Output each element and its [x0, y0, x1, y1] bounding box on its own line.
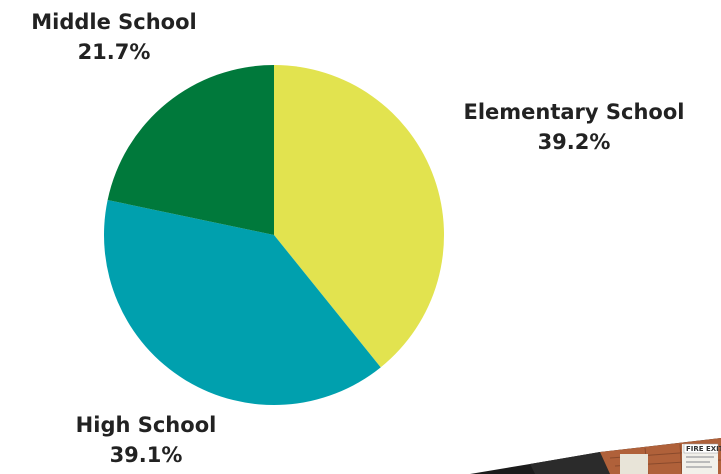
pie-slice-elementary-school [274, 65, 445, 368]
slice-label-percent: 39.1% [109, 443, 183, 467]
slice-label-name: Elementary School [463, 100, 685, 124]
classroom-photo: FIRE EXIT [470, 438, 721, 474]
slice-label-name: High School [75, 413, 217, 437]
slice-label-percent: 21.7% [77, 40, 151, 64]
fire-exit-sign: FIRE EXIT [686, 445, 721, 453]
slice-label-high-school: High School 39.1% [40, 410, 252, 470]
slice-label-elementary-school: Elementary School 39.2% [436, 97, 712, 157]
pie-slice-middle-school [107, 65, 274, 235]
slice-label-name: Middle School [31, 10, 197, 34]
pie-slices [103, 65, 445, 406]
slice-label-percent: 39.2% [537, 130, 611, 154]
classroom-photo-image: FIRE EXIT [470, 438, 721, 474]
slice-label-middle-school: Middle School 21.7% [0, 7, 228, 67]
pie-slice-high-school [103, 200, 381, 406]
